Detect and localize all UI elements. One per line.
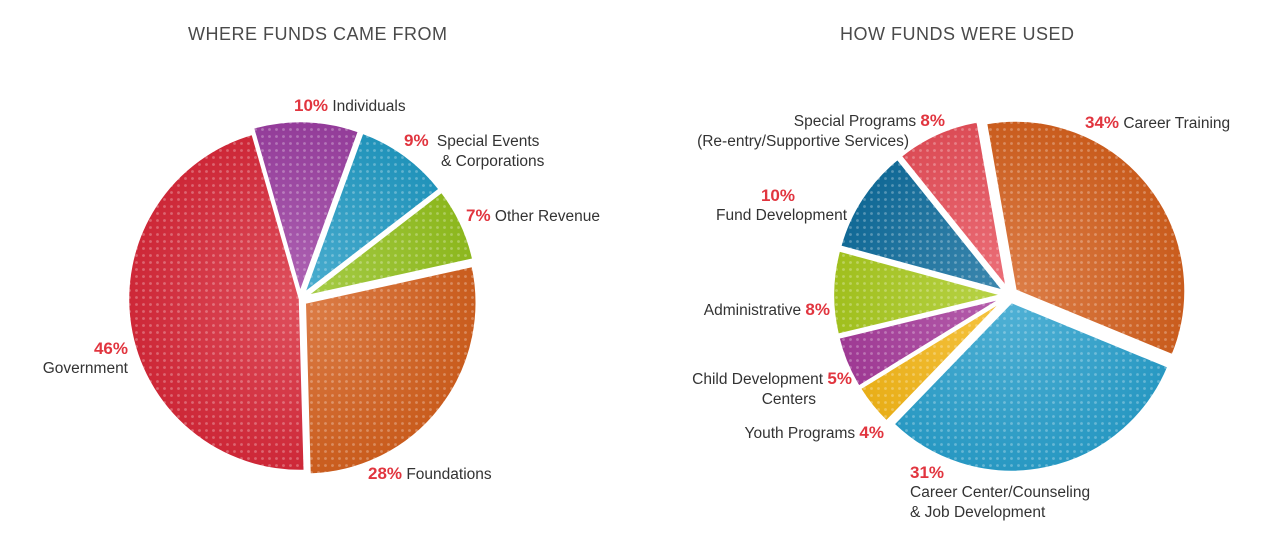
category-label-individuals: Individuals: [332, 98, 406, 115]
category-label-youth-programs: Youth Programs: [744, 425, 856, 442]
category-label-career-center-line2: & Job Development: [910, 504, 1046, 521]
label-child-development: Child Development 5% Centers: [640, 369, 852, 410]
pie-slice-individuals: [251, 119, 361, 295]
pie-slice-fund-development: [838, 157, 1006, 293]
pie-slice-other-revenue: [304, 190, 475, 298]
label-government: 46% Government: [28, 339, 128, 379]
pie-slice-special-programs-re-entry-supportive-services: [899, 119, 1009, 290]
category-label-career-training: Career Training: [1123, 115, 1231, 132]
value-label-youth-programs: 4%: [859, 423, 884, 442]
label-career-training: 34% Career Training: [1085, 113, 1230, 134]
value-label-administrative: 8%: [805, 300, 830, 319]
value-label-career-center: 31%: [910, 463, 945, 482]
category-label-other-revenue: Other Revenue: [494, 208, 601, 225]
label-individuals: 10% Individuals: [294, 96, 406, 117]
pie-slice-administrative: [831, 249, 1005, 337]
label-special-events: 9% Special Events & Corporations: [404, 131, 544, 172]
category-label-career-center: Career Center/Counseling: [910, 484, 1091, 501]
category-label-administrative: Administrative: [703, 302, 802, 319]
label-special-programs: Special Programs 8% (Re-entry/Supportive…: [660, 111, 945, 152]
label-youth-programs: Youth Programs 4%: [700, 423, 884, 444]
category-label-child-development-line2: Centers: [761, 391, 816, 408]
value-label-foundations: 28%: [368, 464, 403, 483]
label-other-revenue: 7% Other Revenue: [466, 206, 600, 227]
category-label-child-development: Child Development: [692, 371, 824, 388]
label-administrative: Administrative 8%: [640, 300, 830, 321]
value-label-child-development: 5%: [827, 369, 852, 388]
category-label-special-events-line2: & Corporations: [441, 153, 545, 170]
pie-slice-career-center-counseling-job-development: [892, 300, 1170, 474]
category-label-government: Government: [42, 360, 128, 377]
pie-slice-foundations: [303, 264, 478, 476]
pie-slice-child-development-centers: [837, 296, 1005, 389]
value-label-special-events: 9%: [404, 131, 429, 150]
value-label-government: 46%: [93, 339, 128, 358]
pie-slice-government: [126, 132, 307, 473]
pie-slice-career-training: [984, 119, 1187, 357]
category-label-fund-development: Fund Development: [716, 207, 847, 224]
pie-slice-special-events-corporations: [302, 131, 442, 296]
value-label-individuals: 10%: [294, 96, 329, 115]
value-label-special-programs: 8%: [920, 111, 945, 130]
chart-title-uses: HOW FUNDS WERE USED: [840, 24, 1075, 44]
value-label-other-revenue: 7%: [466, 206, 491, 225]
label-career-center: 31% Career Center/Counseling & Job Devel…: [910, 463, 1090, 523]
label-fund-development: 10% Fund Development: [640, 186, 847, 226]
value-label-fund-development: 10%: [760, 186, 795, 205]
category-label-special-programs-line2: (Re-entry/Supportive Services): [697, 133, 909, 150]
category-label-foundations: Foundations: [406, 466, 492, 483]
value-label-career-training: 34%: [1085, 113, 1120, 132]
chart-title-sources: WHERE FUNDS CAME FROM: [188, 24, 448, 44]
pie-slice-youth-programs: [858, 298, 1006, 423]
category-label-special-events: Special Events: [436, 133, 540, 150]
label-foundations: 28% Foundations: [368, 464, 492, 485]
category-label-special-programs: Special Programs: [793, 113, 917, 130]
